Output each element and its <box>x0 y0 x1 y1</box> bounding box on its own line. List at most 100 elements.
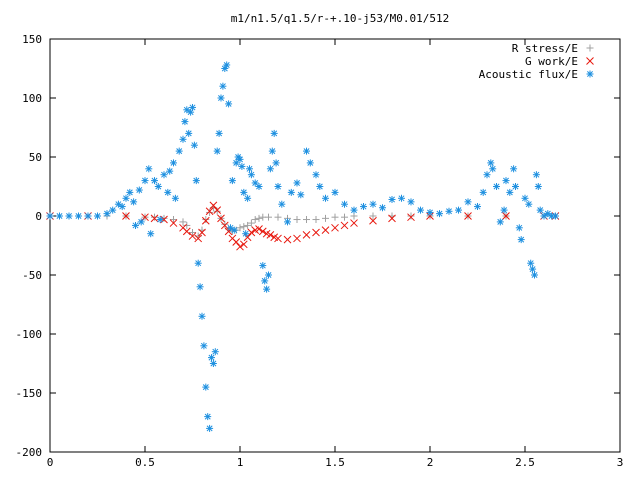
y-tick-label: -100 <box>16 328 43 341</box>
marker-stroke <box>388 214 396 223</box>
data-point <box>303 216 310 224</box>
legend-marker <box>586 57 594 65</box>
marker-stroke <box>246 165 253 172</box>
data-point <box>65 212 73 220</box>
marker-stroke <box>85 213 91 219</box>
data-point <box>321 226 330 235</box>
data-point <box>154 183 162 190</box>
data-point <box>287 188 295 196</box>
data-point <box>540 212 548 220</box>
x-tick-label: 1.5 <box>325 456 345 469</box>
marker-stroke <box>312 228 320 237</box>
data-point <box>496 218 504 226</box>
marker-stroke <box>228 234 237 243</box>
series-1 <box>46 201 560 251</box>
marker-stroke <box>197 283 204 290</box>
marker-stroke <box>206 425 213 432</box>
marker-stroke <box>66 213 72 219</box>
data-point <box>322 214 329 222</box>
data-point <box>141 213 149 222</box>
data-point <box>517 236 525 244</box>
marker-stroke <box>389 196 395 203</box>
marker-stroke <box>531 272 538 278</box>
data-point <box>306 159 314 167</box>
data-point <box>487 159 495 167</box>
data-point <box>479 188 487 196</box>
data-point <box>160 215 168 224</box>
marker-stroke <box>340 221 349 230</box>
data-point <box>56 212 63 220</box>
data-point <box>206 208 214 216</box>
data-point <box>225 100 233 108</box>
data-point <box>209 201 218 210</box>
marker-stroke <box>247 228 256 237</box>
data-point <box>103 210 111 218</box>
marker-stroke <box>161 171 167 178</box>
marker-stroke <box>213 206 222 214</box>
data-point <box>185 129 193 137</box>
data-point <box>255 214 263 222</box>
data-point <box>141 177 149 185</box>
data-point <box>312 216 320 224</box>
marker-stroke <box>436 210 443 217</box>
data-point <box>202 216 210 224</box>
data-point <box>126 188 134 196</box>
marker-stroke <box>303 148 310 155</box>
data-point <box>171 194 179 202</box>
marker-stroke <box>529 266 536 273</box>
marker-stroke <box>255 225 263 233</box>
marker-stroke <box>130 198 137 205</box>
marker-stroke <box>541 213 547 219</box>
data-point <box>209 360 217 367</box>
data-point <box>502 212 510 220</box>
data-point <box>240 223 248 231</box>
marker-stroke <box>219 83 226 90</box>
data-point <box>398 194 405 202</box>
marker-stroke <box>252 179 259 186</box>
marker-stroke <box>278 201 285 208</box>
data-point <box>489 165 497 173</box>
data-point <box>221 220 229 228</box>
chart-title: m1/n1.5/q1.5/r-+.10-j53/M0.01/512 <box>231 12 450 25</box>
data-point <box>529 265 537 273</box>
marker-stroke <box>313 171 319 178</box>
legend-marker <box>586 70 594 78</box>
y-tick-label: 0 <box>35 210 42 223</box>
marker-stroke <box>270 233 279 242</box>
marker-stroke <box>262 229 271 238</box>
data-point <box>208 354 215 362</box>
data-point <box>206 424 214 432</box>
data-point <box>312 228 320 237</box>
marker-stroke <box>322 195 329 202</box>
data-point <box>244 194 252 202</box>
marker-stroke <box>240 189 247 196</box>
plot-frame <box>49 38 621 453</box>
marker-stroke <box>179 223 187 232</box>
data-point <box>130 198 138 206</box>
data-point <box>151 213 158 221</box>
data-point <box>239 240 248 249</box>
data-point <box>534 183 542 190</box>
marker-stroke <box>426 212 434 220</box>
marker-stroke <box>169 219 178 227</box>
marker-stroke <box>94 213 101 219</box>
data-point <box>46 212 54 220</box>
data-point <box>266 231 275 239</box>
marker-stroke <box>487 159 494 166</box>
data-point <box>316 183 324 190</box>
data-point <box>219 82 227 90</box>
marker-stroke <box>455 207 462 214</box>
data-point <box>202 383 210 391</box>
marker-stroke <box>332 189 338 196</box>
data-point <box>525 200 533 208</box>
marker-stroke <box>516 224 523 231</box>
data-point <box>261 277 269 285</box>
marker-stroke <box>132 222 139 229</box>
data-point <box>217 214 225 223</box>
marker-stroke <box>198 228 206 237</box>
data-point <box>464 212 472 220</box>
data-point <box>198 228 206 237</box>
marker-stroke <box>141 213 149 222</box>
data-point <box>388 195 396 203</box>
